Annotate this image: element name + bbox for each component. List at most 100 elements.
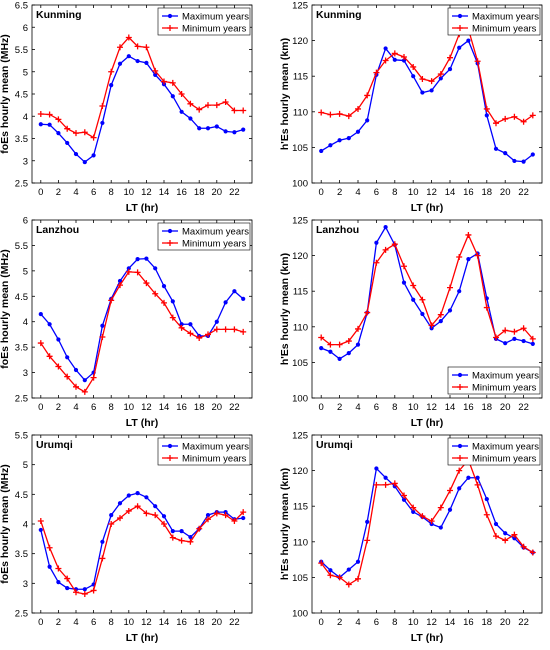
x-tick-label: 16 [463,617,474,628]
data-point-maximum [493,146,499,151]
x-tick-label: 0 [38,402,43,413]
data-point-maximum [475,475,480,480]
data-point-minimum [134,43,141,50]
data-point-maximum [521,338,526,344]
y-tick-label: 4 [23,112,28,123]
legend-box [447,437,541,466]
y-tick-label: 100 [292,609,308,620]
data-point-minimum [99,555,106,562]
y-tick-label: 120 [292,36,308,47]
data-point-maximum [117,278,123,284]
y-tick-label: 4.5 [15,292,28,303]
data-point-minimum [520,325,527,332]
data-point-minimum [483,105,490,112]
data-point-maximum [56,580,61,585]
data-point-maximum [82,587,87,592]
legend-marker-minimum [167,25,173,31]
data-point-maximum [188,116,193,121]
data-point-minimum [520,118,527,125]
y-axis-label: foEs hourly mean (MHz) [0,249,11,369]
data-point-maximum [411,74,416,79]
data-point-minimum [46,353,53,360]
data-point-minimum [345,581,352,588]
data-point-maximum [383,475,388,480]
legend-marker-minimum [457,455,463,461]
x-tick-label: 18 [482,617,493,628]
data-point-minimum [502,115,509,122]
data-point-maximum [484,113,489,118]
data-point-maximum [420,311,425,317]
data-point-minimum [90,587,97,594]
data-point-maximum [144,60,149,65]
data-point-minimum [134,503,141,510]
legend-label-maximum: Maximum years [182,442,249,453]
data-point-maximum [82,378,87,383]
data-point-minimum [428,518,435,525]
data-point-maximum [365,519,370,524]
data-point-minimum [178,91,185,97]
data-point-minimum [46,111,53,118]
data-point-maximum [355,559,361,564]
data-point-minimum [419,76,426,83]
y-tick-label: 3.5 [15,549,28,560]
y-tick-label: 3 [23,368,28,379]
x-axis-label: LT (hr) [411,632,443,644]
x-tick-label: 2 [337,617,342,628]
data-point-maximum [170,94,175,99]
data-point-minimum [465,231,472,238]
data-point-minimum [474,58,481,65]
x-tick-label: 20 [500,617,511,628]
x-tick-label: 4 [73,617,78,628]
panel-1: 0 2 4 6 8 10 12 14 16 18 20 22 100 105 110 115 120 125 LT … [279,1,543,214]
data-point-minimum [213,510,220,517]
y-tick-label: 100 [292,394,308,405]
data-point-maximum [205,126,211,131]
data-point-minimum [64,575,71,582]
data-point-maximum [223,300,228,305]
y-tick-label: 2.5 [15,394,28,405]
data-point-minimum [73,589,79,596]
data-point-maximum [457,45,462,50]
legend-marker-minimum [167,455,173,461]
x-tick-label: 16 [176,187,187,198]
data-point-maximum [153,72,158,77]
data-point-minimum [373,259,380,266]
x-tick-label: 10 [124,617,135,628]
data-point-maximum [161,284,167,289]
data-point-maximum [126,266,131,271]
station-title: Urumqi [316,439,353,451]
data-point-minimum [240,509,247,516]
data-point-maximum [241,127,246,132]
legend-marker-maximum [457,13,463,19]
data-point-minimum [222,326,229,333]
x-tick-label: 22 [229,402,240,413]
x-tick-label: 2 [56,402,61,413]
legend-label-maximum: Maximum years [472,12,539,23]
legend-marker-minimum [457,25,463,31]
data-point-minimum [213,102,220,109]
data-point-maximum [38,122,43,127]
data-point-maximum [337,138,342,143]
data-point-maximum [170,299,175,304]
data-point-maximum [109,513,114,518]
data-point-minimum [161,299,167,306]
data-point-maximum [346,136,351,141]
data-point-minimum [511,113,518,120]
x-tick-label: 8 [109,187,114,198]
x-tick-label: 0 [319,187,324,198]
y-tick-label: 125 [292,1,308,12]
data-point-maximum [374,466,379,471]
data-point-maximum [346,567,351,572]
data-point-minimum [327,111,334,118]
data-point-maximum [65,140,70,146]
data-point-maximum [438,525,443,530]
data-point-maximum [346,351,351,356]
data-point-minimum [37,111,44,118]
data-point-maximum [91,153,96,158]
x-tick-label: 8 [392,617,397,628]
data-point-minimum [99,333,106,340]
data-point-minimum [178,537,185,544]
y-tick-label: 3.5 [15,343,28,354]
data-point-maximum [319,148,324,154]
